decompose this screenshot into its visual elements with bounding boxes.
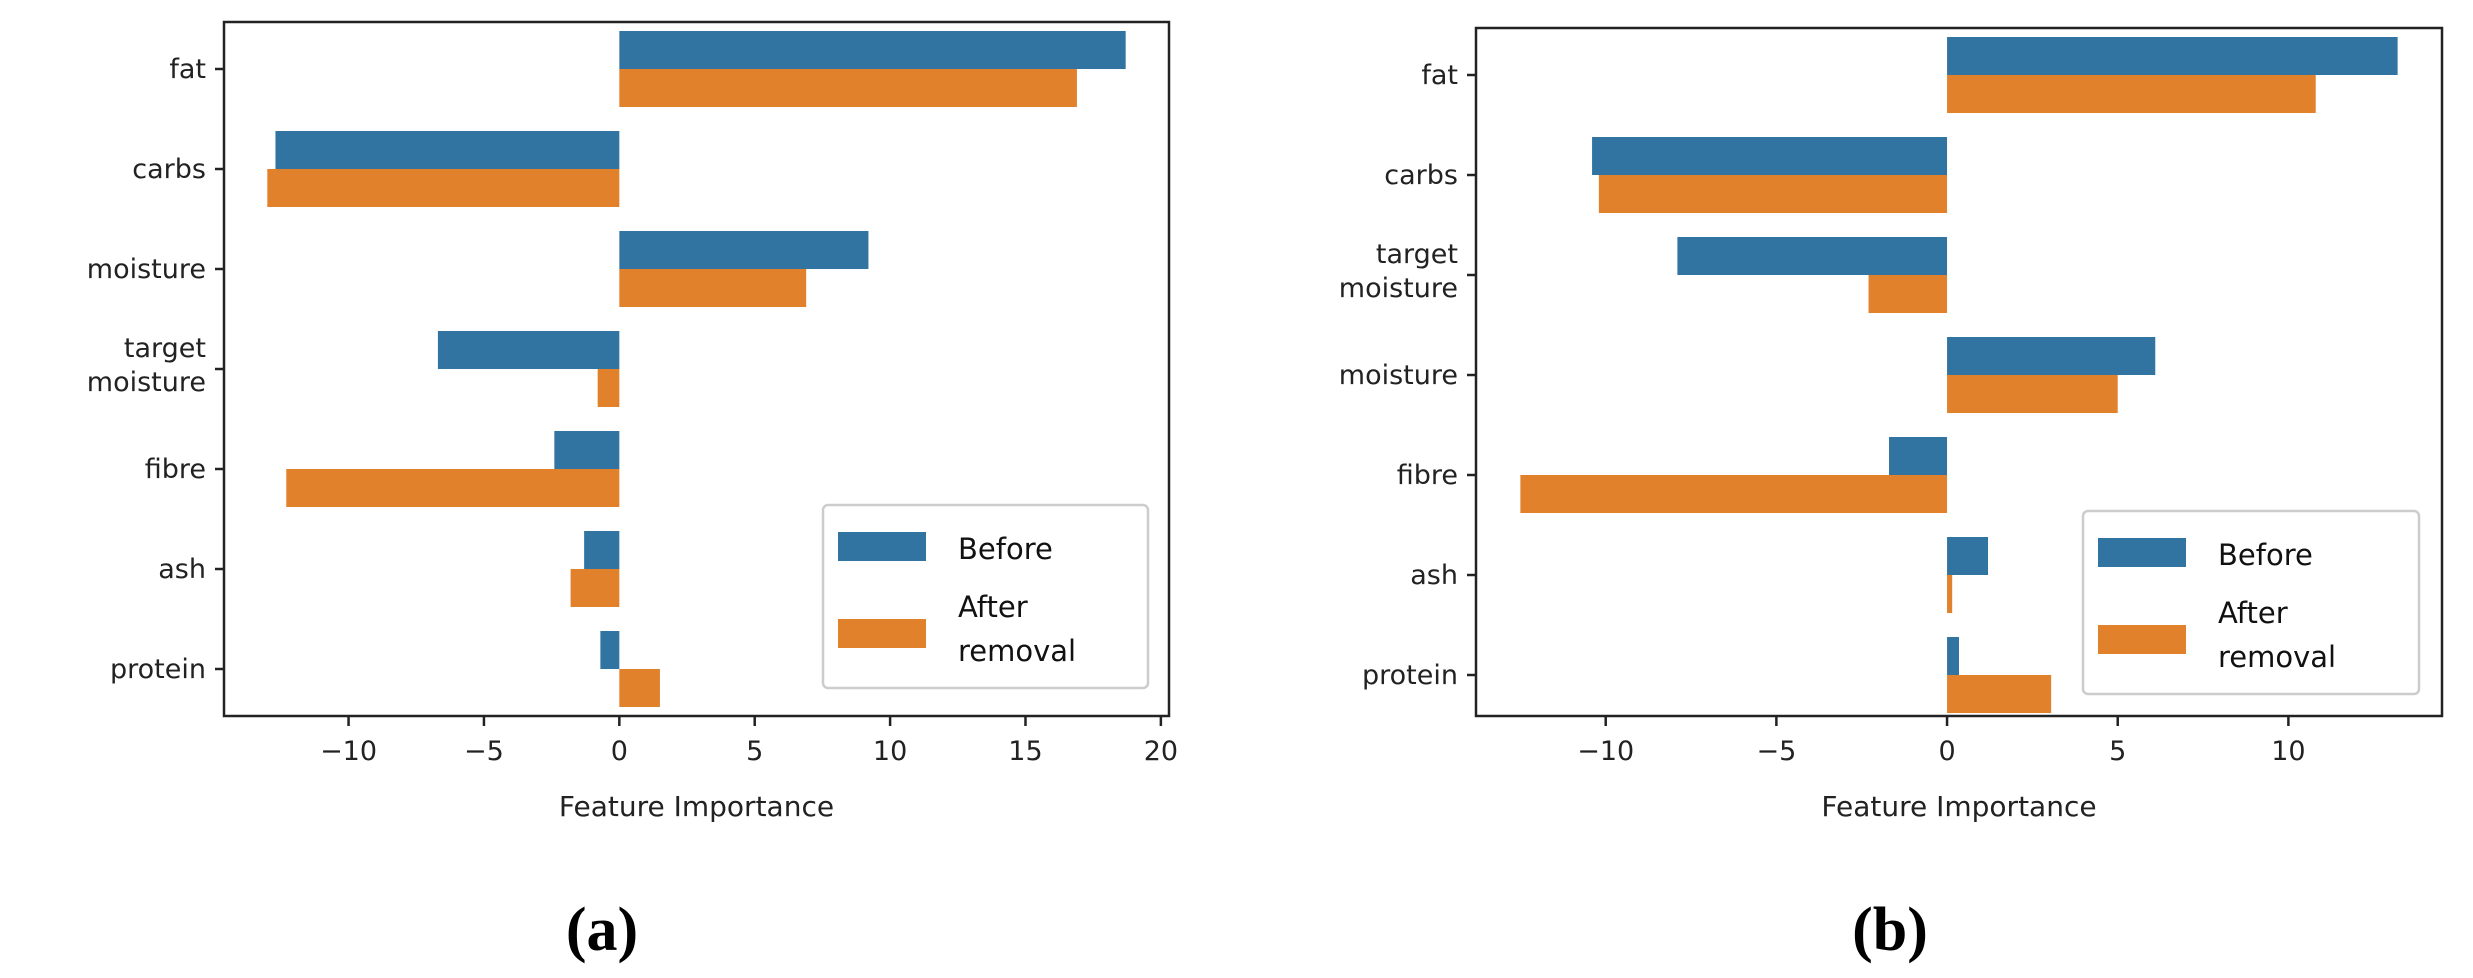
bar-after-target-moisture <box>1868 275 1948 313</box>
bar-after-ash <box>1947 575 1953 613</box>
bar-after-target-moisture <box>597 369 620 407</box>
bar-before-protein <box>600 631 620 669</box>
bar-after-carbs <box>267 169 620 207</box>
x-tick-label: 10 <box>873 736 907 767</box>
legend-label: After removal <box>2218 596 2336 674</box>
x-tick-label: −5 <box>1756 736 1796 767</box>
legend-label-line: removal <box>958 634 1076 668</box>
x-tick-label: 5 <box>2109 736 2126 767</box>
legend-swatch-after <box>2098 625 2186 654</box>
x-axis-label: Feature Importance <box>1821 790 2096 823</box>
x-tick-label: 0 <box>1938 736 1955 767</box>
bar-before-carbs <box>1592 137 1948 175</box>
legend-label-line: After <box>958 590 1028 624</box>
legend: Before After removal <box>2081 509 2421 696</box>
legend-swatch-before <box>838 532 926 561</box>
x-tick-label: −10 <box>320 736 377 767</box>
bar-before-fibre <box>554 431 620 469</box>
bar-before-fat <box>619 31 1126 69</box>
y-tick-label: protein <box>1362 660 1458 691</box>
legend-label: Before <box>958 532 1053 566</box>
bar-after-fat <box>1947 75 2316 113</box>
bar-before-protein <box>1947 637 1959 675</box>
bar-after-moisture <box>619 269 807 307</box>
bar-after-ash <box>570 569 620 607</box>
legend-label-line: removal <box>2218 640 2336 674</box>
bar-before-ash <box>584 531 620 569</box>
bar-before-ash <box>1947 537 1989 575</box>
y-tick-label: carbs <box>1384 160 1458 191</box>
bar-after-fat <box>619 69 1077 107</box>
bar-after-carbs <box>1598 175 1948 213</box>
legend-swatch-before <box>2098 538 2186 567</box>
bar-after-fibre <box>1520 475 1948 513</box>
y-tick-label-line: target <box>124 333 206 364</box>
y-tick-label: ash <box>1410 560 1458 591</box>
y-tick-label: fat <box>1421 60 1458 91</box>
y-tick-label: ash <box>158 554 206 585</box>
panel-label: (a) <box>566 896 638 964</box>
bar-before-carbs <box>275 131 620 169</box>
bar-after-fibre <box>286 469 620 507</box>
bar-before-moisture <box>1947 337 2156 375</box>
bar-before-target-moisture <box>1677 237 1948 275</box>
y-tick-label: moisture <box>1339 360 1458 391</box>
legend-label: After removal <box>958 590 1076 668</box>
y-tick-label: fibre <box>1397 460 1458 491</box>
y-tick-label-line: target <box>1376 239 1458 270</box>
bar-after-protein <box>619 669 660 707</box>
y-tick-label: protein <box>110 654 206 685</box>
y-tick-label-line: moisture <box>1339 273 1458 304</box>
y-tick-label: target moisture <box>1339 239 1458 304</box>
x-tick-label: 15 <box>1008 736 1042 767</box>
y-tick-label: carbs <box>132 154 206 185</box>
bar-after-protein <box>1947 675 2052 713</box>
y-tick-label-line: moisture <box>87 367 206 398</box>
x-tick-label: −10 <box>1577 736 1634 767</box>
x-axis-label: Feature Importance <box>559 790 834 823</box>
x-tick-label: 20 <box>1144 736 1178 767</box>
panel-label: (b) <box>1852 896 1928 964</box>
bar-before-fat <box>1947 37 2398 75</box>
legend-label: Before <box>2218 538 2313 572</box>
y-tick-label: fibre <box>145 454 206 485</box>
x-tick-label: 10 <box>2271 736 2305 767</box>
legend: Before After removal <box>821 503 1150 690</box>
y-tick-label: fat <box>169 54 206 85</box>
legend-swatch-after <box>838 619 926 648</box>
axes-frame <box>1474 26 2444 718</box>
x-tick-label: −5 <box>464 736 504 767</box>
y-tick-label: moisture <box>87 254 206 285</box>
bar-before-moisture <box>619 231 869 269</box>
legend-label-line: After <box>2218 596 2288 630</box>
bar-before-target-moisture <box>437 331 620 369</box>
y-tick-label: target moisture <box>87 333 206 398</box>
x-tick-label: 0 <box>611 736 628 767</box>
x-tick-label: 5 <box>746 736 763 767</box>
bar-before-fibre <box>1889 437 1948 475</box>
bar-after-moisture <box>1947 375 2118 413</box>
